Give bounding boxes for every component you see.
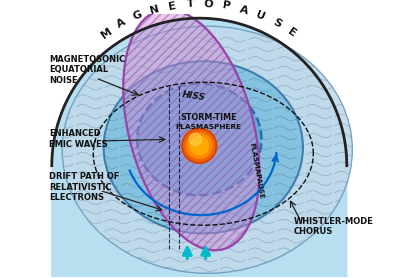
Text: U: U [254,9,267,22]
Text: EMIC WAVES: EMIC WAVES [49,140,108,148]
Ellipse shape [104,61,303,234]
Ellipse shape [62,26,352,273]
Text: T: T [186,0,194,9]
Text: PLASMASPHERE: PLASMASPHERE [176,124,242,130]
Text: A: A [116,17,128,30]
Text: WHISTLER-MODE: WHISTLER-MODE [293,217,373,226]
Text: A: A [238,4,249,16]
Text: E: E [168,1,177,12]
Text: DRIFT PATH OF: DRIFT PATH OF [49,172,120,181]
Text: M: M [99,26,114,40]
Circle shape [190,136,208,155]
Text: CHORUS: CHORUS [293,227,333,236]
Text: ENHANCED: ENHANCED [49,129,101,138]
Text: P: P [221,1,231,12]
Circle shape [187,133,212,158]
Text: E: E [286,27,298,39]
Text: HISS: HISS [182,90,206,102]
Text: EQUATORIAL: EQUATORIAL [49,65,108,75]
Text: MAGNETOSONIC: MAGNETOSONIC [49,55,126,64]
Text: O: O [203,0,213,9]
Ellipse shape [123,9,259,250]
Text: STORM-TIME: STORM-TIME [181,113,237,121]
Text: PLASMAPAUSE: PLASMAPAUSE [249,143,265,200]
Circle shape [184,130,215,161]
Text: RELATIVISTIC: RELATIVISTIC [49,183,112,192]
Polygon shape [52,18,347,277]
Text: NOISE: NOISE [49,76,78,85]
Ellipse shape [137,84,262,195]
Text: N: N [149,4,161,16]
Circle shape [189,133,202,145]
Text: G: G [132,9,144,22]
Circle shape [182,128,217,163]
Text: ELECTRONS: ELECTRONS [49,193,104,202]
Text: S: S [271,17,283,30]
